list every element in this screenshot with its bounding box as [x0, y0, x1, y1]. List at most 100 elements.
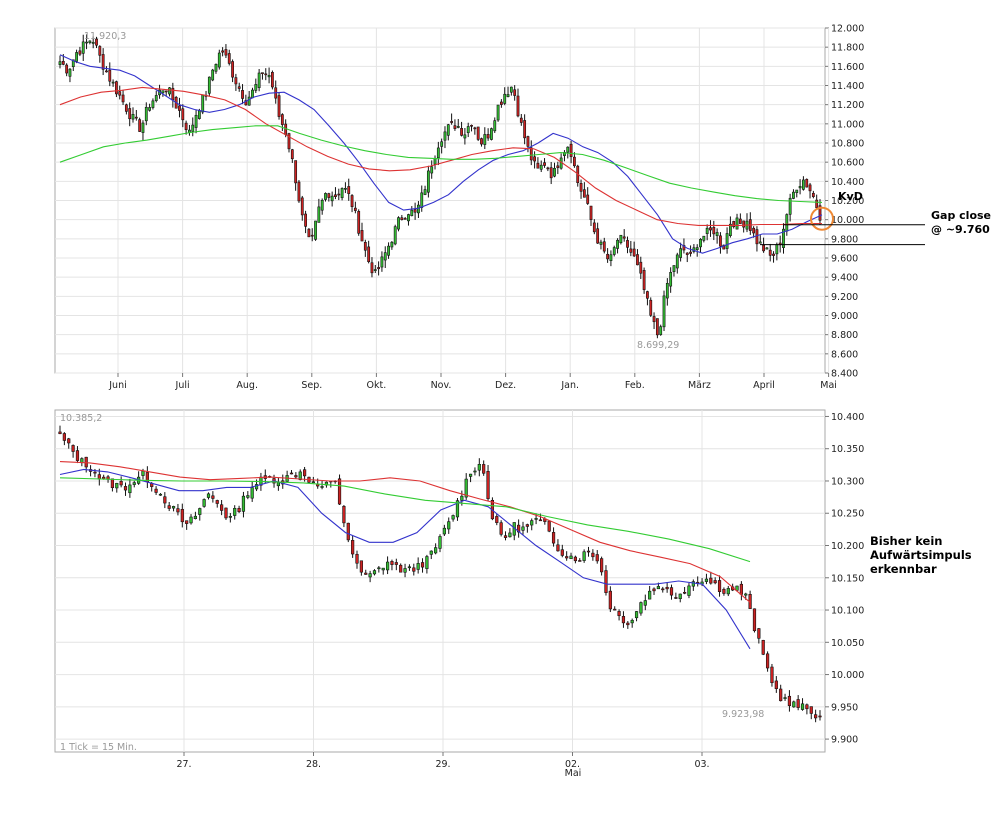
- candle-body: [264, 73, 268, 76]
- candle-body: [579, 183, 583, 192]
- candle-body: [499, 522, 503, 535]
- candle-body: [765, 247, 769, 250]
- candle-body: [735, 585, 739, 591]
- candle-body: [367, 246, 371, 262]
- kvd-label: KvD: [838, 190, 863, 203]
- candle-body: [377, 267, 381, 270]
- candle-body: [217, 52, 221, 68]
- candle-body: [533, 156, 536, 162]
- candle-body: [609, 254, 613, 262]
- candle-body: [294, 160, 298, 184]
- candle-body: [665, 586, 669, 590]
- candle-body: [560, 549, 564, 556]
- candle-body: [566, 146, 570, 153]
- candle-body: [407, 566, 412, 569]
- candle-body: [390, 561, 394, 565]
- candle-body: [508, 532, 512, 538]
- candle-body: [669, 272, 673, 287]
- candle-body: [254, 484, 259, 490]
- candle-body: [699, 238, 702, 248]
- y-tick-label: 11.400: [831, 81, 864, 92]
- candle-body: [351, 540, 355, 555]
- candle-body: [722, 244, 726, 250]
- candle-body: [95, 38, 98, 46]
- candle-body: [123, 486, 128, 491]
- candle-body: [685, 252, 689, 255]
- candle-body: [483, 134, 487, 145]
- candle-body: [206, 493, 211, 498]
- candle-body: [470, 125, 473, 127]
- candle-body: [399, 564, 403, 573]
- candle-body: [513, 89, 517, 96]
- candle-body: [463, 134, 467, 139]
- candle-body: [65, 64, 69, 74]
- candle-body: [68, 68, 72, 77]
- candle-body: [755, 229, 759, 245]
- candle-body: [370, 262, 374, 274]
- y-tick-label: 10.200: [831, 196, 864, 207]
- candle-body: [154, 95, 158, 102]
- candle-body: [460, 495, 464, 501]
- candle-body: [606, 253, 609, 260]
- candle-body: [616, 239, 619, 249]
- x-tick-label: 28.: [306, 759, 321, 770]
- high-label: 11.920,3: [84, 31, 126, 42]
- x-tick-label: Sep.: [301, 380, 322, 391]
- candle-body: [573, 156, 576, 167]
- candle-body: [705, 227, 709, 234]
- candle-body: [792, 701, 796, 708]
- candle-body: [534, 518, 538, 520]
- candle-body: [543, 162, 546, 166]
- candle-body: [787, 695, 792, 706]
- candle-body: [719, 235, 722, 247]
- candle-body: [181, 108, 185, 121]
- candle-body: [802, 179, 805, 190]
- candle-body: [442, 527, 446, 535]
- candle-body: [300, 197, 304, 216]
- candle-body: [294, 475, 298, 478]
- candle-body: [604, 570, 608, 593]
- y-tick-label: 11.600: [831, 62, 864, 73]
- candle-body: [739, 583, 743, 595]
- candle-body: [357, 211, 361, 234]
- candle-body: [221, 50, 225, 53]
- candle-body: [355, 553, 359, 564]
- candle-body: [67, 438, 71, 444]
- candle-body: [655, 318, 659, 336]
- candle-body: [302, 469, 307, 477]
- candle-body: [324, 193, 327, 200]
- candle-body: [340, 188, 344, 199]
- candle-body: [101, 54, 105, 70]
- x-tick-label: Mai: [820, 380, 837, 391]
- candle-body: [772, 253, 775, 256]
- candle-body: [591, 552, 595, 558]
- y-tick-label: 10.400: [831, 412, 864, 423]
- candle-body: [652, 588, 656, 592]
- candle-body: [679, 248, 683, 258]
- y-tick-label: 12.000: [831, 24, 864, 35]
- candle-body: [689, 251, 692, 254]
- candle-body: [443, 131, 447, 141]
- candle-body: [71, 59, 75, 67]
- candle-body: [400, 217, 404, 220]
- candle-body: [383, 252, 387, 261]
- candle-body: [599, 241, 603, 245]
- candle-body: [728, 223, 732, 236]
- gap-close-label: Gap close: [931, 209, 991, 222]
- candle-body: [93, 471, 97, 474]
- candle-body: [244, 100, 248, 106]
- candle-body: [642, 270, 646, 290]
- candle-body: [237, 86, 241, 89]
- candle-body: [394, 562, 398, 565]
- candle-body: [426, 170, 430, 193]
- candle-body: [709, 227, 712, 231]
- candle-body: [582, 189, 586, 198]
- candle-body: [546, 167, 550, 170]
- candle-body: [138, 119, 142, 132]
- candle-body: [271, 72, 274, 88]
- candle-body: [337, 478, 342, 505]
- candle-body: [171, 506, 176, 509]
- candle-body: [672, 265, 676, 272]
- candle-body: [634, 611, 639, 619]
- candle-body: [775, 244, 779, 255]
